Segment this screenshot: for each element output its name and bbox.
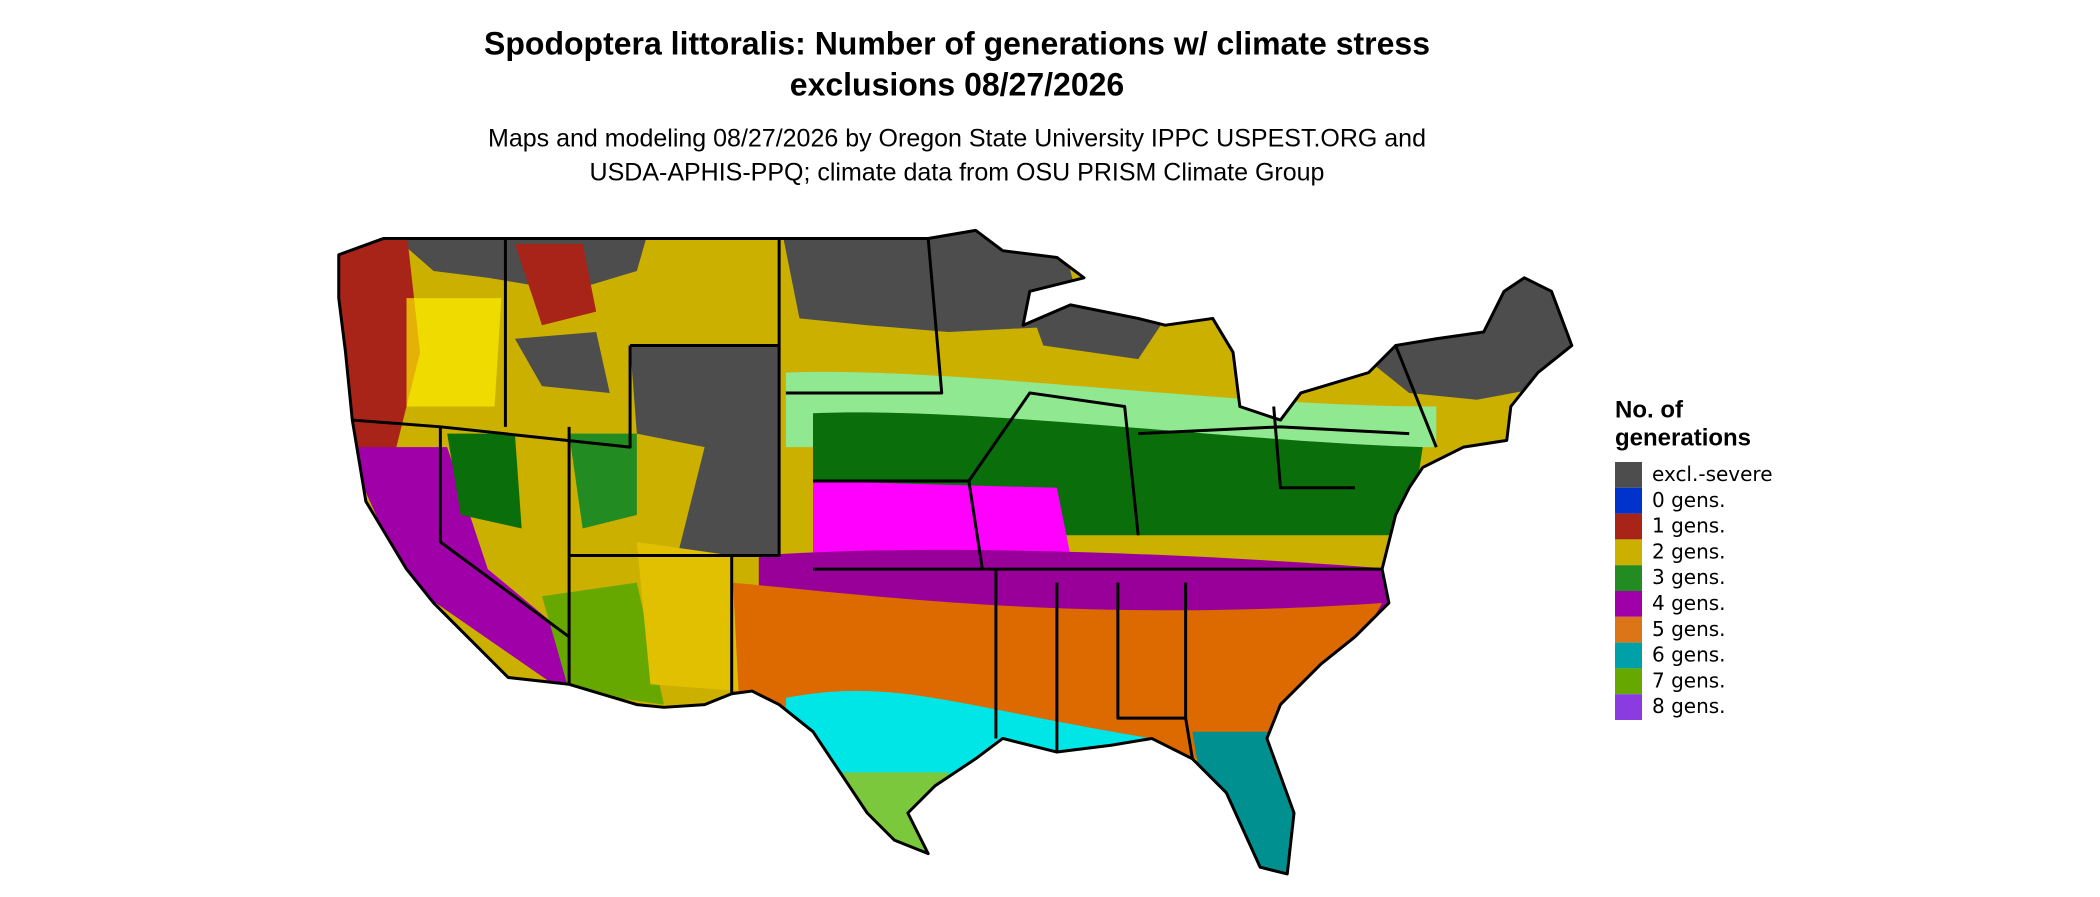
map-title: Spodoptera littoralis: Number of generat… [484,25,1430,61]
map-title: exclusions 08/27/2026 [790,66,1124,102]
legend-title: No. of [1615,396,1684,423]
legend-swatch [1615,616,1642,643]
legend-swatch [1615,462,1642,488]
legend-label: 0 gens. [1652,488,1726,512]
legend-swatch [1615,513,1642,540]
state-borders [352,238,1438,760]
map-subtitle: Maps and modeling 08/27/2026 by Oregon S… [488,125,1426,153]
map-subtitle: USDA-APHIS-PPQ; climate data from OSU PR… [590,159,1325,187]
legend-label: 7 gens. [1652,668,1726,692]
legend-label: 2 gens. [1652,539,1726,563]
legend-label: 6 gens. [1652,643,1726,667]
legend-swatch [1615,539,1642,566]
us-map [337,228,1574,876]
legend-swatch [1615,694,1642,720]
legend-label: excl.-severe [1652,462,1773,486]
legend-label: 3 gens. [1652,565,1726,589]
legend-label: 4 gens. [1652,591,1726,615]
legend-swatch [1615,565,1642,591]
legend-swatch [1615,487,1642,514]
titles: Spodoptera littoralis: Number of generat… [484,25,1430,186]
legend-label: 5 gens. [1652,617,1726,641]
legend-swatch [1615,591,1642,617]
legend-swatch [1615,642,1642,669]
legend-title: generations [1615,424,1751,451]
legend-label: 8 gens. [1652,694,1726,718]
legend-label: 1 gens. [1652,514,1726,538]
legend-swatch [1615,668,1642,695]
generation-fill [338,230,1572,874]
